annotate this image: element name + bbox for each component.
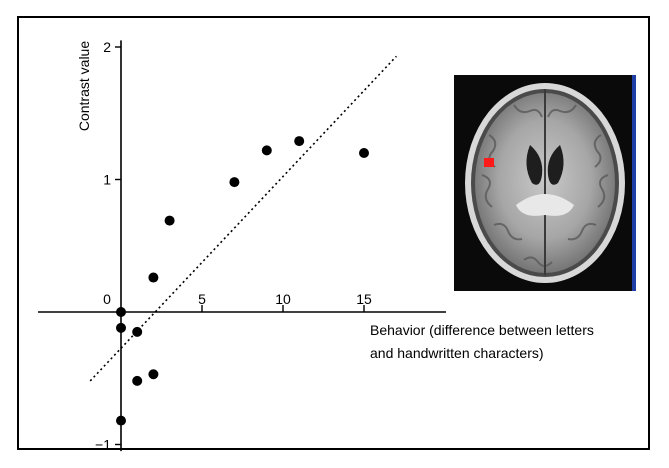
highlighted-region-marker (484, 158, 494, 167)
y-tick-label: 1 (103, 172, 111, 188)
fit-line (89, 55, 397, 382)
data-point (229, 177, 240, 188)
data-point (148, 369, 159, 380)
y-tick-label: −1 (95, 437, 111, 453)
x-tick-label: 5 (198, 291, 206, 307)
x-axis-label-line-2: and handwritten characters) (370, 345, 544, 361)
x-tick-label: 0 (103, 291, 111, 307)
axes (38, 40, 446, 452)
y-tick-label: 2 (103, 39, 111, 55)
data-point (164, 215, 175, 226)
x-tick-label: 15 (356, 291, 372, 307)
data-point (132, 375, 143, 386)
data-point (294, 136, 305, 147)
data-point (261, 145, 272, 156)
figure-frame (17, 16, 650, 450)
data-point (116, 307, 126, 317)
data-point (116, 322, 126, 333)
y-axis-label: Contrast value (76, 41, 92, 131)
brain-mri-image (454, 75, 636, 291)
data-point (116, 415, 126, 426)
data-point (132, 326, 143, 337)
x-tick-label: 10 (275, 291, 291, 307)
x-axis-label-line-1: Behavior (difference between letters (370, 322, 594, 338)
data-point (359, 148, 369, 158)
data-point (148, 272, 159, 283)
